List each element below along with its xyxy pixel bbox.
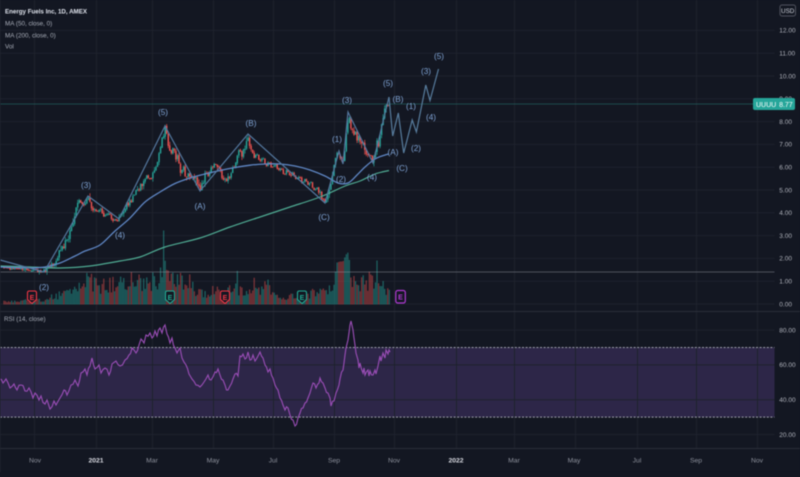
- svg-text:Nov: Nov: [751, 458, 764, 465]
- svg-text:Nov: Nov: [388, 458, 401, 465]
- svg-text:Jul: Jul: [633, 458, 642, 465]
- svg-text:(3): (3): [81, 181, 91, 190]
- svg-text:(4): (4): [426, 113, 436, 122]
- svg-text:8.77: 8.77: [779, 102, 793, 109]
- svg-text:May: May: [207, 458, 220, 465]
- svg-text:Jul: Jul: [269, 458, 278, 465]
- svg-text:80.00: 80.00: [779, 327, 796, 334]
- svg-text:10.00: 10.00: [779, 73, 796, 80]
- svg-text:Mar: Mar: [146, 458, 158, 465]
- svg-text:5.00: 5.00: [779, 187, 792, 194]
- svg-text:20.00: 20.00: [779, 432, 796, 439]
- svg-text:MA (200, close, 0): MA (200, close, 0): [5, 32, 56, 39]
- svg-text:May: May: [568, 458, 581, 465]
- svg-text:12.00: 12.00: [779, 28, 796, 35]
- svg-text:2021: 2021: [88, 458, 103, 465]
- svg-text:USD: USD: [781, 8, 795, 15]
- svg-text:UUUU: UUUU: [756, 102, 776, 109]
- svg-text:Sep: Sep: [690, 458, 702, 465]
- svg-text:(5): (5): [383, 79, 393, 88]
- svg-text:Nov: Nov: [29, 458, 42, 465]
- svg-text:E: E: [223, 295, 228, 302]
- svg-text:(2): (2): [411, 144, 421, 153]
- svg-text:2.00: 2.00: [779, 256, 792, 263]
- svg-text:(3): (3): [421, 67, 431, 76]
- svg-text:E: E: [300, 295, 305, 302]
- svg-text:4.00: 4.00: [779, 210, 792, 217]
- svg-text:8.00: 8.00: [779, 119, 792, 126]
- svg-text:(2): (2): [39, 283, 49, 292]
- svg-text:1.00: 1.00: [779, 279, 792, 286]
- svg-text:Energy Fuels Inc, 1D, AMEX: Energy Fuels Inc, 1D, AMEX: [5, 8, 88, 15]
- svg-text:Mar: Mar: [508, 458, 520, 465]
- svg-text:(2): (2): [336, 175, 346, 184]
- svg-text:(A): (A): [195, 202, 206, 211]
- svg-text:6.00: 6.00: [779, 165, 792, 172]
- svg-text:7.00: 7.00: [779, 142, 792, 149]
- svg-text:40.00: 40.00: [779, 397, 796, 404]
- svg-text:(B): (B): [246, 119, 257, 128]
- svg-text:(A): (A): [388, 148, 399, 157]
- svg-text:2022: 2022: [448, 458, 463, 465]
- svg-text:Vol: Vol: [5, 43, 14, 50]
- svg-text:Sep: Sep: [328, 458, 340, 465]
- svg-text:(1): (1): [406, 102, 416, 111]
- svg-text:3.00: 3.00: [779, 233, 792, 240]
- svg-text:(5): (5): [434, 52, 444, 61]
- svg-text:(3): (3): [342, 96, 352, 105]
- svg-text:60.00: 60.00: [779, 362, 796, 369]
- svg-text:(C): (C): [396, 164, 408, 173]
- svg-text:(4): (4): [367, 173, 377, 182]
- svg-text:E: E: [168, 295, 173, 302]
- svg-text:E: E: [30, 295, 35, 302]
- svg-text:E: E: [398, 295, 403, 302]
- svg-text:(C): (C): [318, 213, 330, 222]
- svg-text:RSI (14, close): RSI (14, close): [4, 316, 46, 323]
- svg-text:(B): (B): [393, 95, 404, 104]
- svg-text:0.00: 0.00: [779, 301, 792, 308]
- svg-text:(5): (5): [158, 108, 168, 117]
- svg-text:(4): (4): [115, 231, 125, 240]
- svg-text:MA (50, close, 0): MA (50, close, 0): [5, 20, 52, 27]
- svg-text:11.00: 11.00: [779, 51, 795, 58]
- svg-text:(1): (1): [332, 135, 342, 144]
